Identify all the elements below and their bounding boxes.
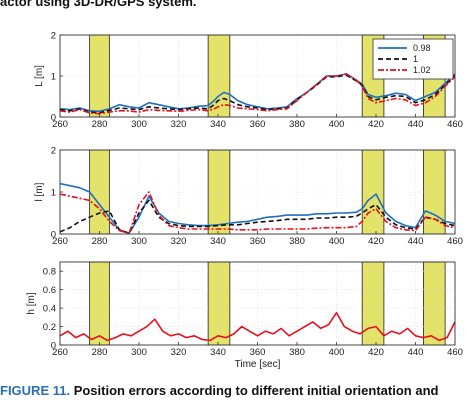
x-tick-label: 300 <box>131 347 147 358</box>
x-tick-label: 440 <box>408 119 424 130</box>
series-line-1.02 <box>59 191 456 234</box>
x-tick-label: 380 <box>289 347 305 358</box>
x-tick-label: 360 <box>250 347 266 358</box>
y-tick-label: 0.8 <box>43 267 56 278</box>
x-tick-label: 380 <box>289 236 305 247</box>
legend-entry-0.98: 0.98 <box>413 43 431 53</box>
figure-caption-text: Position errors according to different i… <box>70 383 439 398</box>
y-tick-label: 0.4 <box>43 304 56 315</box>
x-tick-label: 280 <box>92 347 108 358</box>
x-tick-label: 460 <box>447 236 463 247</box>
panel-3: 260 280 300 320 340 360 380 400 420 440 460 0 0.2 0.4… <box>26 261 463 370</box>
x-tick-label: 380 <box>289 119 305 130</box>
x-tick-label: 280 <box>92 236 108 247</box>
legend-entry-1: 1 <box>413 54 418 64</box>
x-tick-label: 260 <box>52 236 68 247</box>
y-tick-label: 0 <box>51 113 56 124</box>
x-tick-label: 280 <box>92 119 108 130</box>
x-tick-label: 420 <box>368 347 384 358</box>
x-tick-label: 300 <box>131 119 147 130</box>
series-line-0.98 <box>59 73 456 113</box>
y-axis-label: l [m] <box>34 182 45 201</box>
x-tick-label: 460 <box>447 119 463 130</box>
x-tick-label: 400 <box>329 347 345 358</box>
y-tick-label: 1 <box>51 72 56 83</box>
x-tick-label: 340 <box>210 236 226 247</box>
y-axis-label: L [m] <box>34 65 45 87</box>
panel-1: 260 280 300 320 340 360 380 400 420 440 460 0 1 2 L [m… <box>34 31 463 131</box>
y-axis-label: h [m] <box>26 292 37 314</box>
y-tick-label: 2 <box>51 146 56 157</box>
highlight-band-4 <box>422 261 446 346</box>
y-tick-label: 2 <box>51 31 56 42</box>
y-tick-label: 0 <box>51 230 56 241</box>
x-tick-label: 260 <box>52 119 68 130</box>
y-tick-label: 0.6 <box>43 285 56 296</box>
legend-entry-1.02: 1.02 <box>413 65 431 75</box>
x-tick-label: 440 <box>408 347 424 358</box>
x-tick-label: 320 <box>171 119 187 130</box>
x-tick-label: 440 <box>408 236 424 247</box>
x-tick-label: 460 <box>447 347 463 358</box>
highlight-band-3 <box>361 149 385 235</box>
x-tick-label: 420 <box>368 119 384 130</box>
x-tick-label: 300 <box>131 236 147 247</box>
x-tick-label: 320 <box>171 236 187 247</box>
x-tick-label: 360 <box>250 119 266 130</box>
x-tick-label: 260 <box>52 347 68 358</box>
highlight-band-2 <box>207 149 231 235</box>
x-tick-label: 320 <box>171 347 187 358</box>
series-line-1.02 <box>59 311 456 342</box>
figure-number: FIGURE 11. <box>0 383 71 398</box>
x-tick-label: 420 <box>368 236 384 247</box>
x-tick-label: 360 <box>250 236 266 247</box>
x-tick-label: 340 <box>210 119 226 130</box>
x-tick-label: 400 <box>329 119 345 130</box>
y-tick-label: 0.2 <box>43 322 56 333</box>
figure-caption-top: actor using 3D-DR/GPS system. <box>0 0 197 9</box>
panel-2: 260 280 300 320 340 360 380 400 420 440 460 0 1 2 l [m… <box>34 146 463 248</box>
y-tick-label: 0 <box>51 341 56 352</box>
x-axis-label: Time [sec] <box>235 359 281 370</box>
series-line-1.02 <box>59 73 456 115</box>
series-line-1 <box>59 74 456 114</box>
figure-caption-bottom: FIGURE 11. Position errors according to … <box>0 383 474 402</box>
x-tick-label: 400 <box>329 236 345 247</box>
y-tick-label: 1 <box>51 188 56 199</box>
highlight-band-2 <box>207 261 231 346</box>
x-tick-label: 340 <box>210 347 226 358</box>
